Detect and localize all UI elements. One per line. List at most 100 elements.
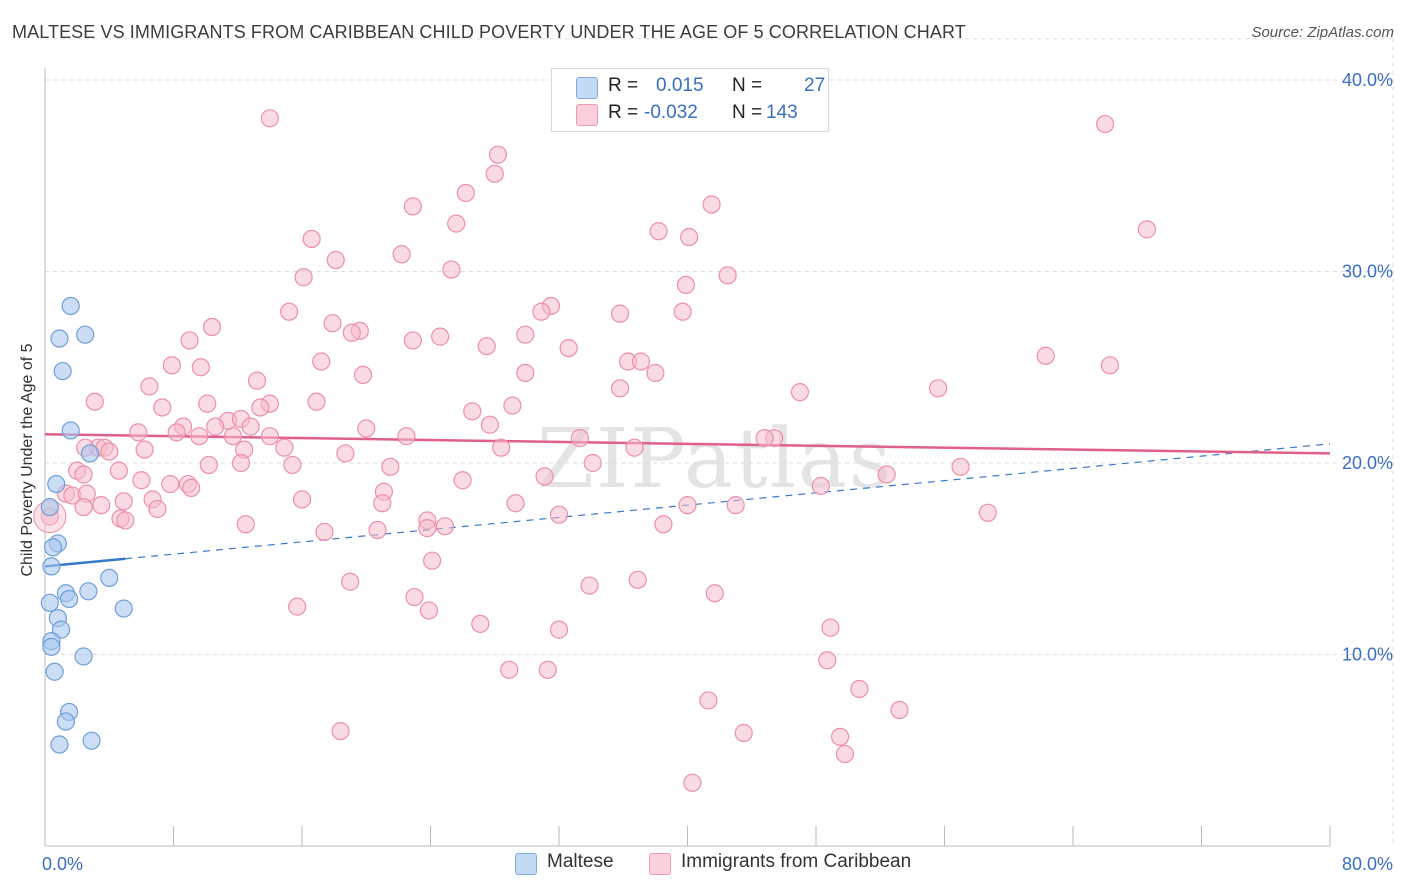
caribbean-point	[180, 331, 199, 350]
caribbean-point	[373, 494, 392, 513]
y-tick-label: 40.0%	[1342, 70, 1393, 90]
maltese-point	[53, 361, 72, 381]
maltese-point	[42, 557, 61, 576]
maltese-point	[80, 444, 100, 463]
caribbean-point	[978, 503, 997, 522]
caribbean-point	[631, 352, 651, 371]
caribbean-point	[610, 304, 630, 323]
caribbean-point	[368, 520, 387, 540]
legend-n-label: N =	[732, 75, 763, 96]
caribbean-point	[463, 402, 482, 421]
caribbean-point	[442, 260, 461, 279]
caribbean-point	[503, 396, 522, 415]
caribbean-point	[74, 497, 93, 517]
maltese-point	[40, 497, 59, 517]
caribbean-point	[680, 227, 699, 247]
caribbean-point	[1100, 356, 1120, 375]
caribbean-point	[182, 478, 201, 497]
caribbean-point	[223, 427, 243, 446]
caribbean-point	[191, 358, 210, 377]
caribbean-point	[161, 474, 180, 494]
caribbean-point	[628, 570, 647, 589]
caribbean-point	[419, 601, 438, 620]
correlation-legend: R = 0.015 N = 27 R = -0.032 N = 143	[551, 68, 829, 132]
maltese-point	[42, 637, 61, 656]
caribbean-point	[535, 467, 554, 486]
caribbean-point	[705, 584, 724, 603]
caribbean-point	[357, 419, 376, 438]
caribbean-point	[100, 442, 119, 461]
caribbean-point	[280, 302, 299, 321]
caribbean-point	[835, 744, 855, 764]
maltese-points	[40, 296, 133, 754]
maltese-point	[61, 421, 80, 440]
caribbean-point	[247, 371, 267, 390]
legend-n-value: 143	[766, 102, 798, 123]
caribbean-point	[790, 383, 810, 402]
caribbean-point	[294, 268, 313, 287]
caribbean-point	[516, 363, 535, 383]
caribbean-point	[506, 494, 525, 513]
caribbean-point	[312, 352, 331, 371]
caribbean-trend-line	[44, 433, 1331, 455]
caribbean-point	[850, 679, 869, 699]
caribbean-point	[549, 620, 569, 639]
legend-r-label: R =	[608, 75, 639, 96]
caribbean-point	[811, 476, 830, 496]
caribbean-point	[477, 337, 496, 356]
caribbean-points	[33, 109, 1156, 792]
maltese-point	[79, 582, 98, 601]
caribbean-point	[676, 275, 695, 295]
caribbean-point	[241, 417, 260, 436]
maltese-point	[82, 731, 101, 750]
caribbean-point	[821, 618, 840, 637]
axes	[44, 68, 1331, 847]
x-tick-labels: 0.0% 80.0%	[42, 854, 1393, 874]
caribbean-point	[342, 323, 361, 342]
caribbean-point	[649, 222, 668, 241]
chart-title: MALTESE VS IMMIGRANTS FROM CARIBBEAN CHI…	[12, 22, 966, 42]
caribbean-point	[236, 515, 255, 534]
caribbean-point	[251, 398, 270, 417]
caribbean-point	[447, 214, 466, 233]
caribbean-point	[532, 302, 551, 321]
caribbean-point	[500, 660, 519, 679]
caribbean-point	[307, 392, 326, 411]
y-axis-label: Child Poverty Under the Age of 5	[19, 343, 36, 577]
caribbean-point	[734, 723, 753, 743]
caribbean-point	[830, 727, 850, 746]
caribbean-point	[302, 229, 321, 249]
caribbean-point	[405, 587, 424, 607]
caribbean-point	[818, 651, 837, 670]
caribbean-point	[625, 438, 644, 457]
caribbean-point	[148, 499, 167, 519]
caribbean-point	[877, 465, 896, 484]
x-tick-label-min: 0.0%	[42, 854, 83, 874]
caribbean-point	[718, 266, 737, 285]
maltese-point	[45, 662, 64, 681]
caribbean-swatch	[576, 104, 598, 126]
caribbean-point	[74, 465, 93, 484]
caribbean-point	[1096, 114, 1115, 134]
legend-r-label: R =	[608, 102, 639, 123]
caribbean-point	[331, 721, 350, 741]
caribbean-swatch	[649, 853, 671, 875]
caribbean-point	[431, 327, 450, 346]
caribbean-point	[699, 691, 718, 710]
caribbean-point	[167, 423, 186, 442]
y-tick-labels: 10.0% 20.0% 30.0% 40.0%	[1342, 70, 1393, 665]
caribbean-point	[456, 183, 475, 203]
caribbean-point	[435, 517, 455, 536]
y-tick-label: 20.0%	[1342, 453, 1393, 473]
maltese-point	[100, 568, 119, 588]
caribbean-point	[260, 427, 279, 446]
maltese-point	[56, 712, 75, 731]
caribbean-point	[288, 597, 307, 616]
maltese-label: Maltese	[547, 851, 614, 872]
caribbean-point	[140, 377, 159, 396]
caribbean-point	[453, 471, 472, 490]
caribbean-point	[403, 331, 422, 350]
caribbean-point	[1036, 346, 1055, 365]
caribbean-point	[275, 438, 294, 457]
